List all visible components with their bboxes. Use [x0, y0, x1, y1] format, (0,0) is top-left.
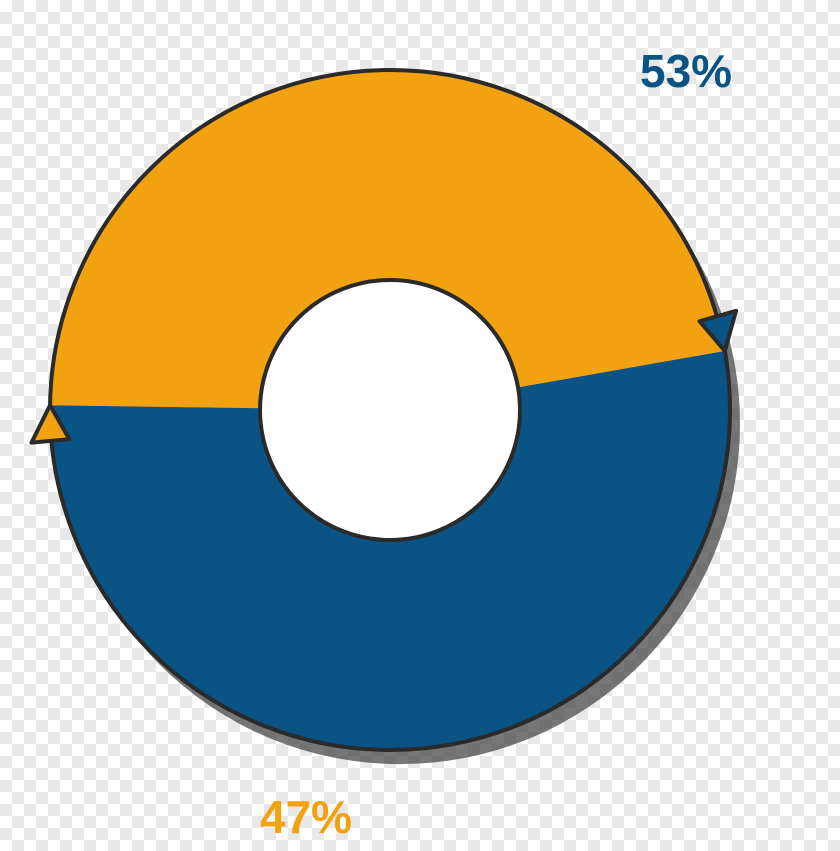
slice-label-top: 53%: [640, 44, 732, 98]
slice-label-bottom: 47%: [260, 790, 352, 844]
donut-chart: [0, 0, 840, 851]
